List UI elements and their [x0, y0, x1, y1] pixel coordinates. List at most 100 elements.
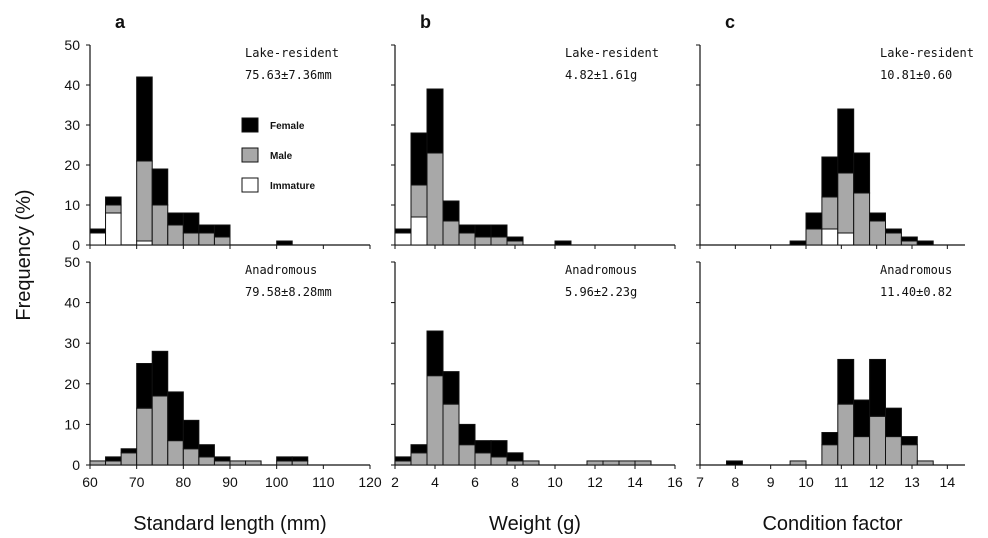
- bar-male-panel-b-bottom: [586, 460, 604, 466]
- bar-female-panel-c-top: [789, 240, 807, 246]
- bar-male-panel-c-top: [853, 192, 871, 246]
- bar-female-panel-a-top: [276, 240, 293, 246]
- bar-male-panel-b-bottom: [618, 460, 636, 466]
- bar-female-panel-b-bottom: [474, 440, 492, 454]
- bar-female-panel-b-bottom: [410, 444, 428, 454]
- bar-male-panel-b-top: [458, 232, 476, 246]
- bar-immature-panel-a-top: [136, 240, 153, 246]
- bar-female-panel-b-top: [394, 228, 412, 234]
- x-tick-label: 8: [511, 474, 519, 490]
- x-axis-title: Standard length (mm): [133, 513, 326, 535]
- x-axis-title: Condition factor: [762, 513, 902, 535]
- annotation-stats: 75.63±7.36mm: [245, 68, 332, 82]
- y-tick-label: 20: [64, 376, 80, 392]
- bar-immature-panel-a-top: [105, 212, 122, 246]
- bar-female-panel-c-bottom: [853, 399, 871, 438]
- bar-female-panel-a-top: [89, 228, 107, 234]
- bar-female-panel-c-top: [805, 212, 823, 230]
- bar-female-panel-c-top: [837, 108, 855, 174]
- bar-female-panel-b-top: [458, 224, 476, 234]
- y-tick-label: 40: [64, 295, 80, 311]
- panel-letter: a: [115, 12, 126, 32]
- bar-female-panel-b-top: [506, 236, 524, 242]
- y-tick-label: 50: [64, 254, 80, 270]
- bar-female-panel-b-bottom: [394, 456, 412, 462]
- y-tick-label: 50: [64, 37, 80, 53]
- bar-male-panel-c-bottom: [916, 460, 934, 466]
- bar-male-panel-b-bottom: [442, 403, 460, 466]
- bar-male-panel-b-top: [426, 152, 444, 246]
- x-tick-label: 9: [767, 474, 775, 490]
- bar-male-panel-b-top: [490, 236, 508, 246]
- bar-female-panel-b-top: [474, 224, 492, 238]
- bar-female-panel-b-top: [410, 132, 428, 186]
- bar-female-panel-a-bottom: [105, 456, 122, 462]
- bar-female-panel-b-top: [442, 200, 460, 222]
- bar-male-panel-b-bottom: [602, 460, 620, 466]
- annotation-stats: 4.82±1.61g: [565, 68, 637, 82]
- panel-letter: b: [420, 12, 431, 32]
- bar-male-panel-b-bottom: [490, 456, 508, 466]
- bar-female-panel-c-bottom: [885, 407, 902, 438]
- bar-male-panel-c-top: [805, 228, 823, 246]
- bar-female-panel-a-bottom: [198, 444, 215, 458]
- bar-male-panel-c-bottom: [900, 444, 918, 466]
- bar-male-panel-c-bottom: [789, 460, 807, 466]
- bar-male-panel-c-top: [837, 172, 855, 234]
- bar-female-panel-c-bottom: [726, 460, 743, 466]
- bar-male-panel-c-bottom: [821, 444, 839, 466]
- bar-male-panel-a-bottom: [182, 448, 200, 466]
- bar-male-panel-a-bottom: [136, 407, 153, 466]
- bar-male-panel-b-top: [474, 236, 492, 246]
- bar-male-panel-b-bottom: [474, 452, 492, 466]
- bar-male-panel-b-bottom: [634, 460, 652, 466]
- bar-female-panel-a-bottom: [167, 391, 184, 442]
- x-tick-label: 12: [587, 474, 603, 490]
- bar-female-panel-a-top: [182, 212, 200, 234]
- y-tick-label: 10: [64, 416, 80, 432]
- legend-label-male: Male: [270, 151, 293, 162]
- bar-female-panel-b-bottom: [426, 330, 444, 377]
- x-tick-label: 120: [358, 474, 382, 490]
- bar-female-panel-c-top: [885, 228, 902, 234]
- bar-female-panel-a-bottom: [291, 456, 309, 462]
- x-tick-label: 70: [129, 474, 145, 490]
- panel-letter: c: [725, 12, 735, 32]
- annotation-stats: 10.81±0.60: [880, 68, 952, 82]
- bar-female-panel-b-bottom: [506, 452, 524, 462]
- annotation-group: Anadromous: [880, 263, 952, 277]
- x-tick-label: 110: [312, 474, 335, 490]
- x-tick-label: 11: [834, 474, 849, 490]
- bar-male-panel-a-top: [136, 160, 153, 242]
- bar-male-panel-a-top: [167, 224, 184, 246]
- legend-swatch-immature: [241, 177, 259, 193]
- x-tick-label: 80: [176, 474, 192, 490]
- bar-female-panel-a-bottom: [213, 456, 231, 462]
- bar-male-panel-b-bottom: [506, 460, 524, 466]
- bar-female-panel-b-bottom: [458, 423, 476, 446]
- annotation-stats: 79.58±8.28mm: [245, 285, 332, 299]
- bar-male-panel-c-top: [869, 220, 886, 246]
- bar-female-panel-a-bottom: [151, 350, 169, 397]
- bar-male-panel-a-bottom: [167, 440, 184, 466]
- bar-male-panel-b-top: [442, 220, 460, 246]
- bar-male-panel-a-bottom: [151, 395, 169, 466]
- bar-immature-panel-c-top: [837, 232, 855, 246]
- bar-immature-panel-c-top: [821, 228, 839, 246]
- x-tick-label: 13: [904, 474, 920, 490]
- bar-female-panel-a-bottom: [182, 419, 200, 450]
- bar-female-panel-b-top: [490, 224, 508, 238]
- bar-female-panel-b-bottom: [442, 371, 460, 405]
- bar-female-panel-b-bottom: [490, 440, 508, 458]
- x-tick-label: 7: [696, 474, 704, 490]
- bar-male-panel-a-bottom: [120, 452, 138, 466]
- bar-male-panel-a-top: [105, 204, 122, 214]
- legend-swatch-male: [241, 147, 259, 163]
- bar-female-panel-b-top: [554, 240, 572, 246]
- bar-female-panel-c-top: [821, 156, 839, 198]
- bar-female-panel-c-bottom: [821, 432, 839, 446]
- bar-male-panel-c-bottom: [853, 436, 871, 466]
- x-tick-label: 2: [391, 474, 399, 490]
- annotation-stats: 11.40±0.82: [880, 285, 952, 299]
- bar-female-panel-c-bottom: [869, 358, 886, 417]
